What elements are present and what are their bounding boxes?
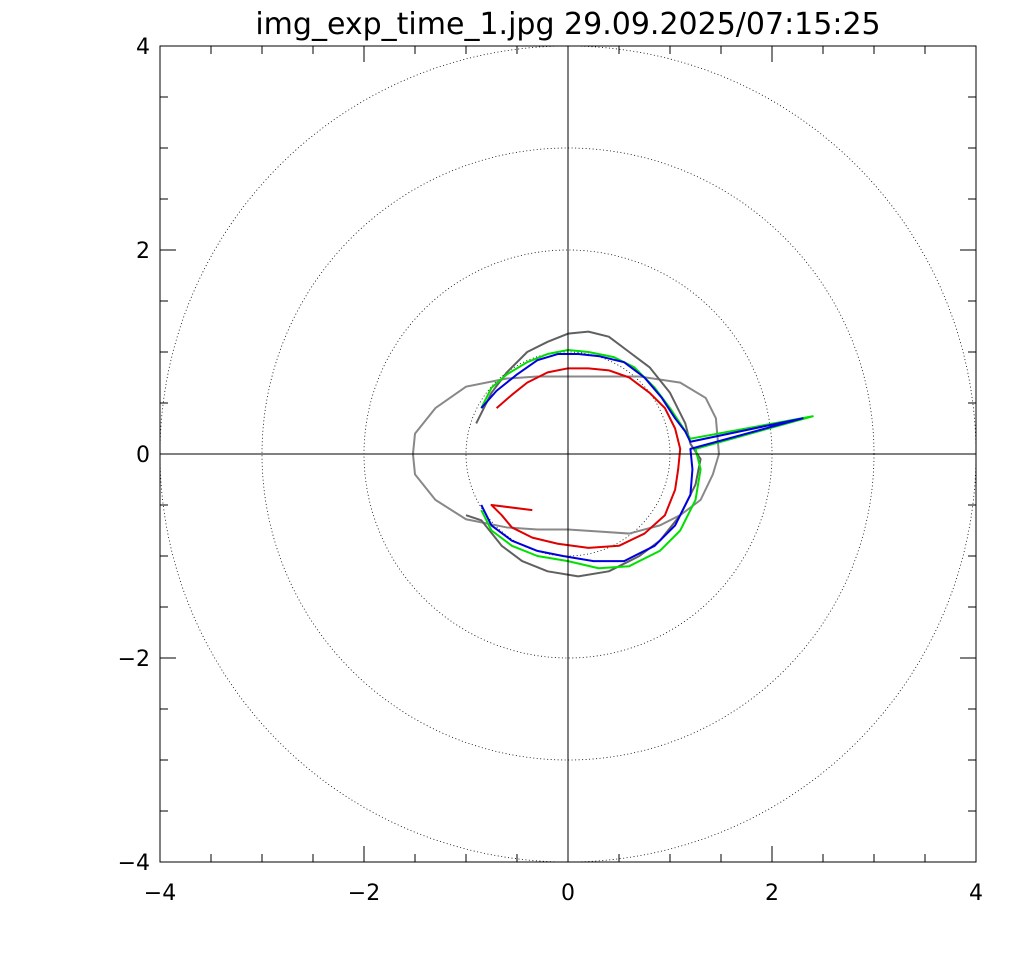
tick-labels: −4 −2 0 2 4 4 2 0 −2 −4 — [118, 35, 983, 906]
y-tick-label: 2 — [136, 239, 150, 264]
reference-outline-line — [411, 375, 720, 535]
x-tick-label: −2 — [348, 881, 380, 906]
series-line-2 — [480, 348, 814, 570]
x-tick-label: 0 — [561, 881, 575, 906]
y-tick-label: 4 — [136, 35, 150, 60]
axes — [159, 45, 977, 863]
ticks — [159, 45, 977, 863]
y-tick-label: −2 — [118, 647, 150, 672]
reference-outline — [411, 375, 720, 535]
y-tick-label: −4 — [118, 851, 150, 876]
x-tick-label: 2 — [765, 881, 779, 906]
chart-title: img_exp_time_1.jpg 29.09.2025/07:15:25 — [255, 7, 880, 42]
x-tick-label: 4 — [969, 881, 983, 906]
x-tick-label: −4 — [144, 881, 176, 906]
y-tick-label: 0 — [136, 443, 150, 468]
series-line-4 — [490, 367, 682, 549]
